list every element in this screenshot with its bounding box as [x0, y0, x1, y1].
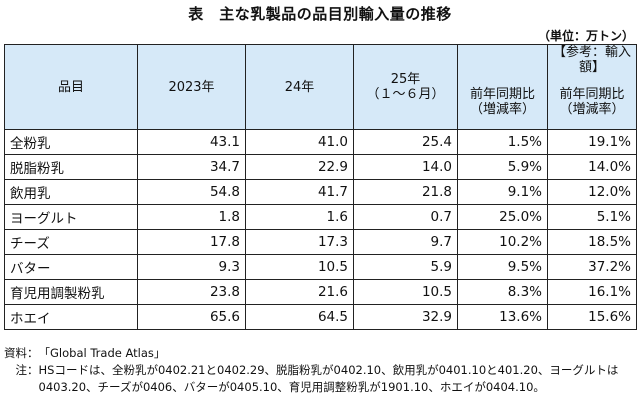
row-value-2023: 54.8	[137, 179, 246, 205]
source-label: 資料：	[4, 346, 39, 360]
row-value-2023: 9.3	[137, 254, 246, 280]
row-value-2023: 34.7	[137, 154, 246, 180]
row-value-2023: 43.1	[137, 129, 246, 155]
row-value-ref: 15.6%	[547, 304, 637, 330]
row-value-25: 32.9	[353, 304, 458, 330]
table-title: 表 主な乳製品の品目別輸入量の推移	[188, 5, 452, 23]
row-value-ref: 5.1%	[547, 204, 637, 230]
note-label: 注：	[4, 363, 39, 377]
row-value-ref: 19.1%	[547, 129, 637, 155]
row-value-yoy: 1.5%	[457, 129, 548, 155]
header-24: 24年	[245, 44, 354, 130]
header-25-line1: 25年	[390, 72, 421, 87]
header-yoy-spacer	[457, 44, 548, 75]
row-value-ref: 37.2%	[547, 254, 637, 280]
row-item-name: チーズ	[4, 229, 138, 255]
row-value-24: 64.5	[245, 304, 354, 330]
row-item-name: 全粉乳	[4, 129, 138, 155]
note-row: 注： HSコードは、全粉乳が0402.21と0402.29、脱脂粉乳が0402.…	[4, 362, 634, 396]
row-value-24: 41.7	[245, 179, 354, 205]
header-ref-top: 【参考：輸入額】	[547, 44, 637, 75]
row-value-25: 9.7	[353, 229, 458, 255]
table-body: 全粉乳 43.1 41.0 25.4 1.5% 19.1% 脱脂粉乳 34.7 22.9 14.0…	[4, 129, 637, 330]
table-row: 全粉乳 43.1 41.0 25.4 1.5% 19.1%	[4, 129, 637, 155]
row-item-name: 飲用乳	[4, 179, 138, 205]
row-value-yoy: 9.5%	[457, 254, 548, 280]
import-volume-table: 品目 2023年 24年 25年 （１～６月） 【参考：輸入額】 前年同期比 （…	[4, 44, 637, 330]
table-row: 飲用乳 54.8 41.7 21.8 9.1% 12.0%	[4, 179, 637, 205]
row-value-ref: 12.0%	[547, 179, 637, 205]
row-item-name: 脱脂粉乳	[4, 154, 138, 180]
row-value-ref: 18.5%	[547, 229, 637, 255]
row-value-2023: 17.8	[137, 229, 246, 255]
header-25-line2: （１～６月）	[366, 87, 445, 102]
header-2023: 2023年	[137, 44, 246, 130]
row-item-name: ホエイ	[4, 304, 138, 330]
header-25: 25年 （１～６月）	[353, 44, 458, 130]
table-row: ホエイ 65.6 64.5 32.9 13.6% 15.6%	[4, 304, 637, 330]
source-row: 資料： 「Global Trade Atlas」	[4, 345, 634, 362]
row-value-yoy: 25.0%	[457, 204, 548, 230]
row-item-name: バター	[4, 254, 138, 280]
row-value-24: 22.9	[245, 154, 354, 180]
row-item-name: ヨーグルト	[4, 204, 138, 230]
row-value-25: 10.5	[353, 279, 458, 305]
table-row: ヨーグルト 1.8 1.6 0.7 25.0% 5.1%	[4, 204, 637, 230]
row-value-2023: 65.6	[137, 304, 246, 330]
row-value-24: 17.3	[245, 229, 354, 255]
row-value-yoy: 13.6%	[457, 304, 548, 330]
header-ref-line3: （増減率）	[559, 102, 625, 117]
row-value-25: 5.9	[353, 254, 458, 280]
table-row: 脱脂粉乳 34.7 22.9 14.0 5.9% 14.0%	[4, 154, 637, 180]
row-value-2023: 1.8	[137, 204, 246, 230]
row-value-24: 41.0	[245, 129, 354, 155]
row-value-yoy: 10.2%	[457, 229, 548, 255]
row-value-2023: 23.8	[137, 279, 246, 305]
header-yoy-line2: （増減率）	[469, 102, 535, 117]
source-text: 「Global Trade Atlas」	[38, 346, 166, 360]
header-ref-line2: 前年同期比	[559, 87, 625, 102]
unit-label: （単位：万トン）	[537, 29, 634, 43]
row-value-25: 14.0	[353, 154, 458, 180]
row-value-yoy: 8.3%	[457, 279, 548, 305]
row-value-24: 21.6	[245, 279, 354, 305]
table-row: 育児用調製粉乳 23.8 21.6 10.5 8.3% 16.1%	[4, 279, 637, 305]
header-yoy: 前年同期比 （増減率）	[457, 75, 548, 130]
header-item: 品目	[4, 44, 138, 130]
row-value-24: 10.5	[245, 254, 354, 280]
header-yoy-line1: 前年同期比	[469, 87, 535, 102]
row-value-ref: 14.0%	[547, 154, 637, 180]
row-value-yoy: 5.9%	[457, 154, 548, 180]
row-value-25: 25.4	[353, 129, 458, 155]
row-value-25: 0.7	[353, 204, 458, 230]
notes: 資料： 「Global Trade Atlas」 注： HSコードは、全粉乳が0…	[4, 345, 634, 396]
row-value-ref: 16.1%	[547, 279, 637, 305]
table-row: バター 9.3 10.5 5.9 9.5% 37.2%	[4, 254, 637, 280]
row-value-25: 21.8	[353, 179, 458, 205]
table-row: チーズ 17.8 17.3 9.7 10.2% 18.5%	[4, 229, 637, 255]
note-text: HSコードは、全粉乳が0402.21と0402.29、脱脂粉乳が0402.10、…	[38, 363, 619, 394]
row-value-24: 1.6	[245, 204, 354, 230]
row-item-name: 育児用調製粉乳	[4, 279, 138, 305]
row-value-yoy: 9.1%	[457, 179, 548, 205]
header-ref: 前年同期比 （増減率）	[547, 75, 637, 130]
